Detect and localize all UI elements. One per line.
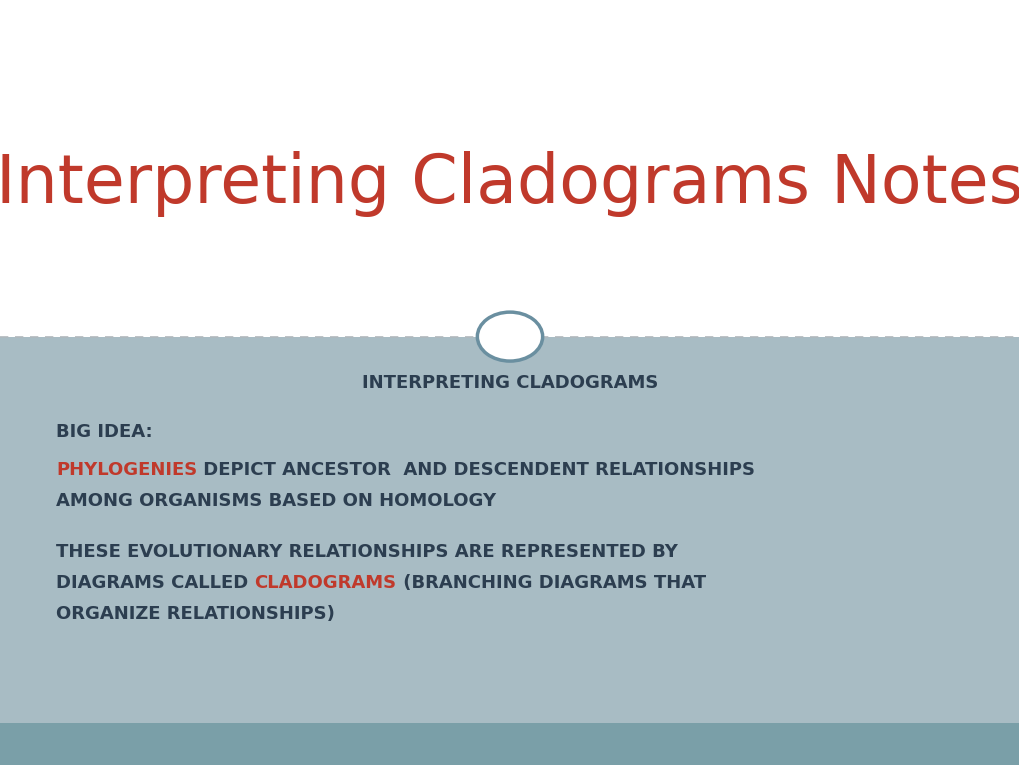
Text: PHYLOGENIES: PHYLOGENIES (56, 461, 197, 480)
Bar (0, 723, 1019, 765)
Text: BIG IDEA:: BIG IDEA: (56, 423, 153, 441)
Bar (0, 0, 1019, 337)
Text: ORGANIZE RELATIONSHIPS): ORGANIZE RELATIONSHIPS) (56, 604, 334, 623)
Text: DEPICT ANCESTOR  AND DESCENDENT RELATIONSHIPS: DEPICT ANCESTOR AND DESCENDENT RELATIONS… (197, 461, 755, 480)
Text: AMONG ORGANISMS BASED ON HOMOLOGY: AMONG ORGANISMS BASED ON HOMOLOGY (56, 492, 495, 510)
Circle shape (477, 312, 542, 361)
Text: (BRANCHING DIAGRAMS THAT: (BRANCHING DIAGRAMS THAT (396, 574, 705, 592)
Text: Interpreting Cladograms Notes: Interpreting Cladograms Notes (0, 151, 1019, 216)
Text: THESE EVOLUTIONARY RELATIONSHIPS ARE REPRESENTED BY: THESE EVOLUTIONARY RELATIONSHIPS ARE REP… (56, 543, 678, 562)
Text: CLADOGRAMS: CLADOGRAMS (255, 574, 396, 592)
Text: INTERPRETING CLADOGRAMS: INTERPRETING CLADOGRAMS (362, 373, 657, 392)
Bar (0, 337, 1019, 723)
Text: DIAGRAMS CALLED: DIAGRAMS CALLED (56, 574, 255, 592)
